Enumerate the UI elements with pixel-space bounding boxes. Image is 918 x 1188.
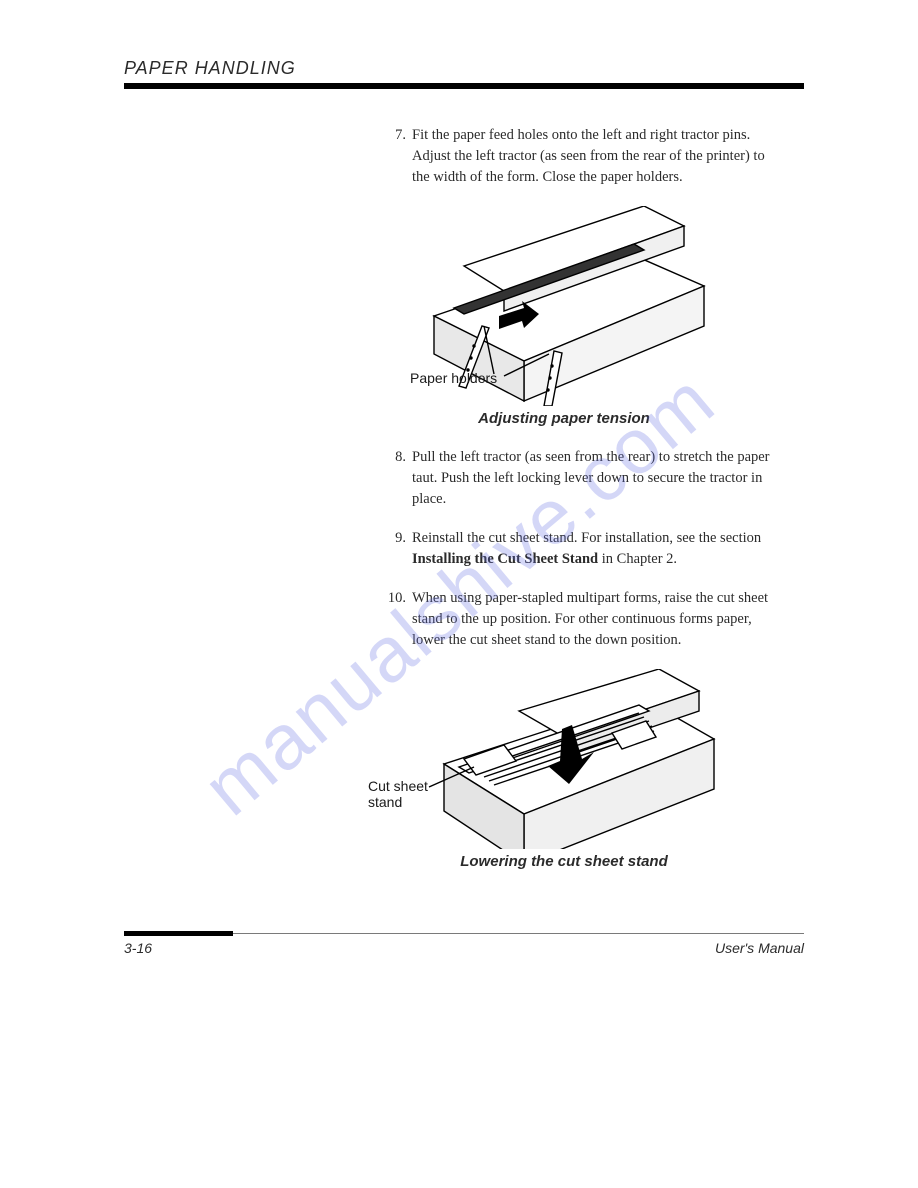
footer-rule [124, 931, 804, 936]
footer-rule-thick [124, 931, 233, 936]
body-content: 7. Fit the paper feed holes onto the lef… [384, 125, 784, 870]
step-number: 10. [384, 588, 406, 651]
step-number: 7. [384, 125, 406, 188]
figure-label-cut-sheet-text: Cut sheet stand [368, 778, 428, 809]
step-9-bold: Installing the Cut Sheet Stand [412, 551, 598, 567]
footer-rule-thin [233, 933, 804, 934]
step-9-p3: in Chapter 2. [598, 551, 677, 567]
step-number: 8. [384, 447, 406, 510]
page-number: 3-16 [124, 940, 152, 956]
section-header: PAPER HANDLING [124, 58, 804, 79]
step-7: 7. Fit the paper feed holes onto the lef… [384, 125, 784, 188]
step-text: Reinstall the cut sheet stand. For insta… [412, 528, 784, 570]
doc-title: User's Manual [715, 940, 804, 956]
figure-caption-1: Adjusting paper tension [344, 410, 784, 427]
step-9-p1: Reinstall the cut sheet stand. For insta… [412, 530, 761, 546]
printer-rear-illustration [344, 206, 724, 406]
step-text: Fit the paper feed holes onto the left a… [412, 125, 784, 188]
figure-label-cut-sheet: Cut sheet stand [368, 779, 438, 810]
step-9: 9. Reinstall the cut sheet stand. For in… [384, 528, 784, 570]
step-number: 9. [384, 528, 406, 570]
step-10: 10. When using paper-stapled multipart f… [384, 588, 784, 651]
figure-caption-2: Lowering the cut sheet stand [344, 853, 784, 870]
page-footer: 3-16 User's Manual [124, 931, 804, 956]
step-text: Pull the left tractor (as seen from the … [412, 447, 784, 510]
printer-front-illustration [344, 669, 724, 849]
page-container: PAPER HANDLING 7. Fit the paper feed hol… [124, 58, 804, 890]
step-8: 8. Pull the left tractor (as seen from t… [384, 447, 784, 510]
step-text: When using paper-stapled multipart forms… [412, 588, 784, 651]
figure-paper-tension: Paper holders Adjusting paper tension [344, 206, 784, 427]
figure-cut-sheet: Cut sheet stand Lowering the cut sheet s… [344, 669, 784, 870]
header-rule [124, 83, 804, 89]
footer-text-row: 3-16 User's Manual [124, 940, 804, 956]
figure-label-paper-holders: Paper holders [410, 370, 497, 386]
